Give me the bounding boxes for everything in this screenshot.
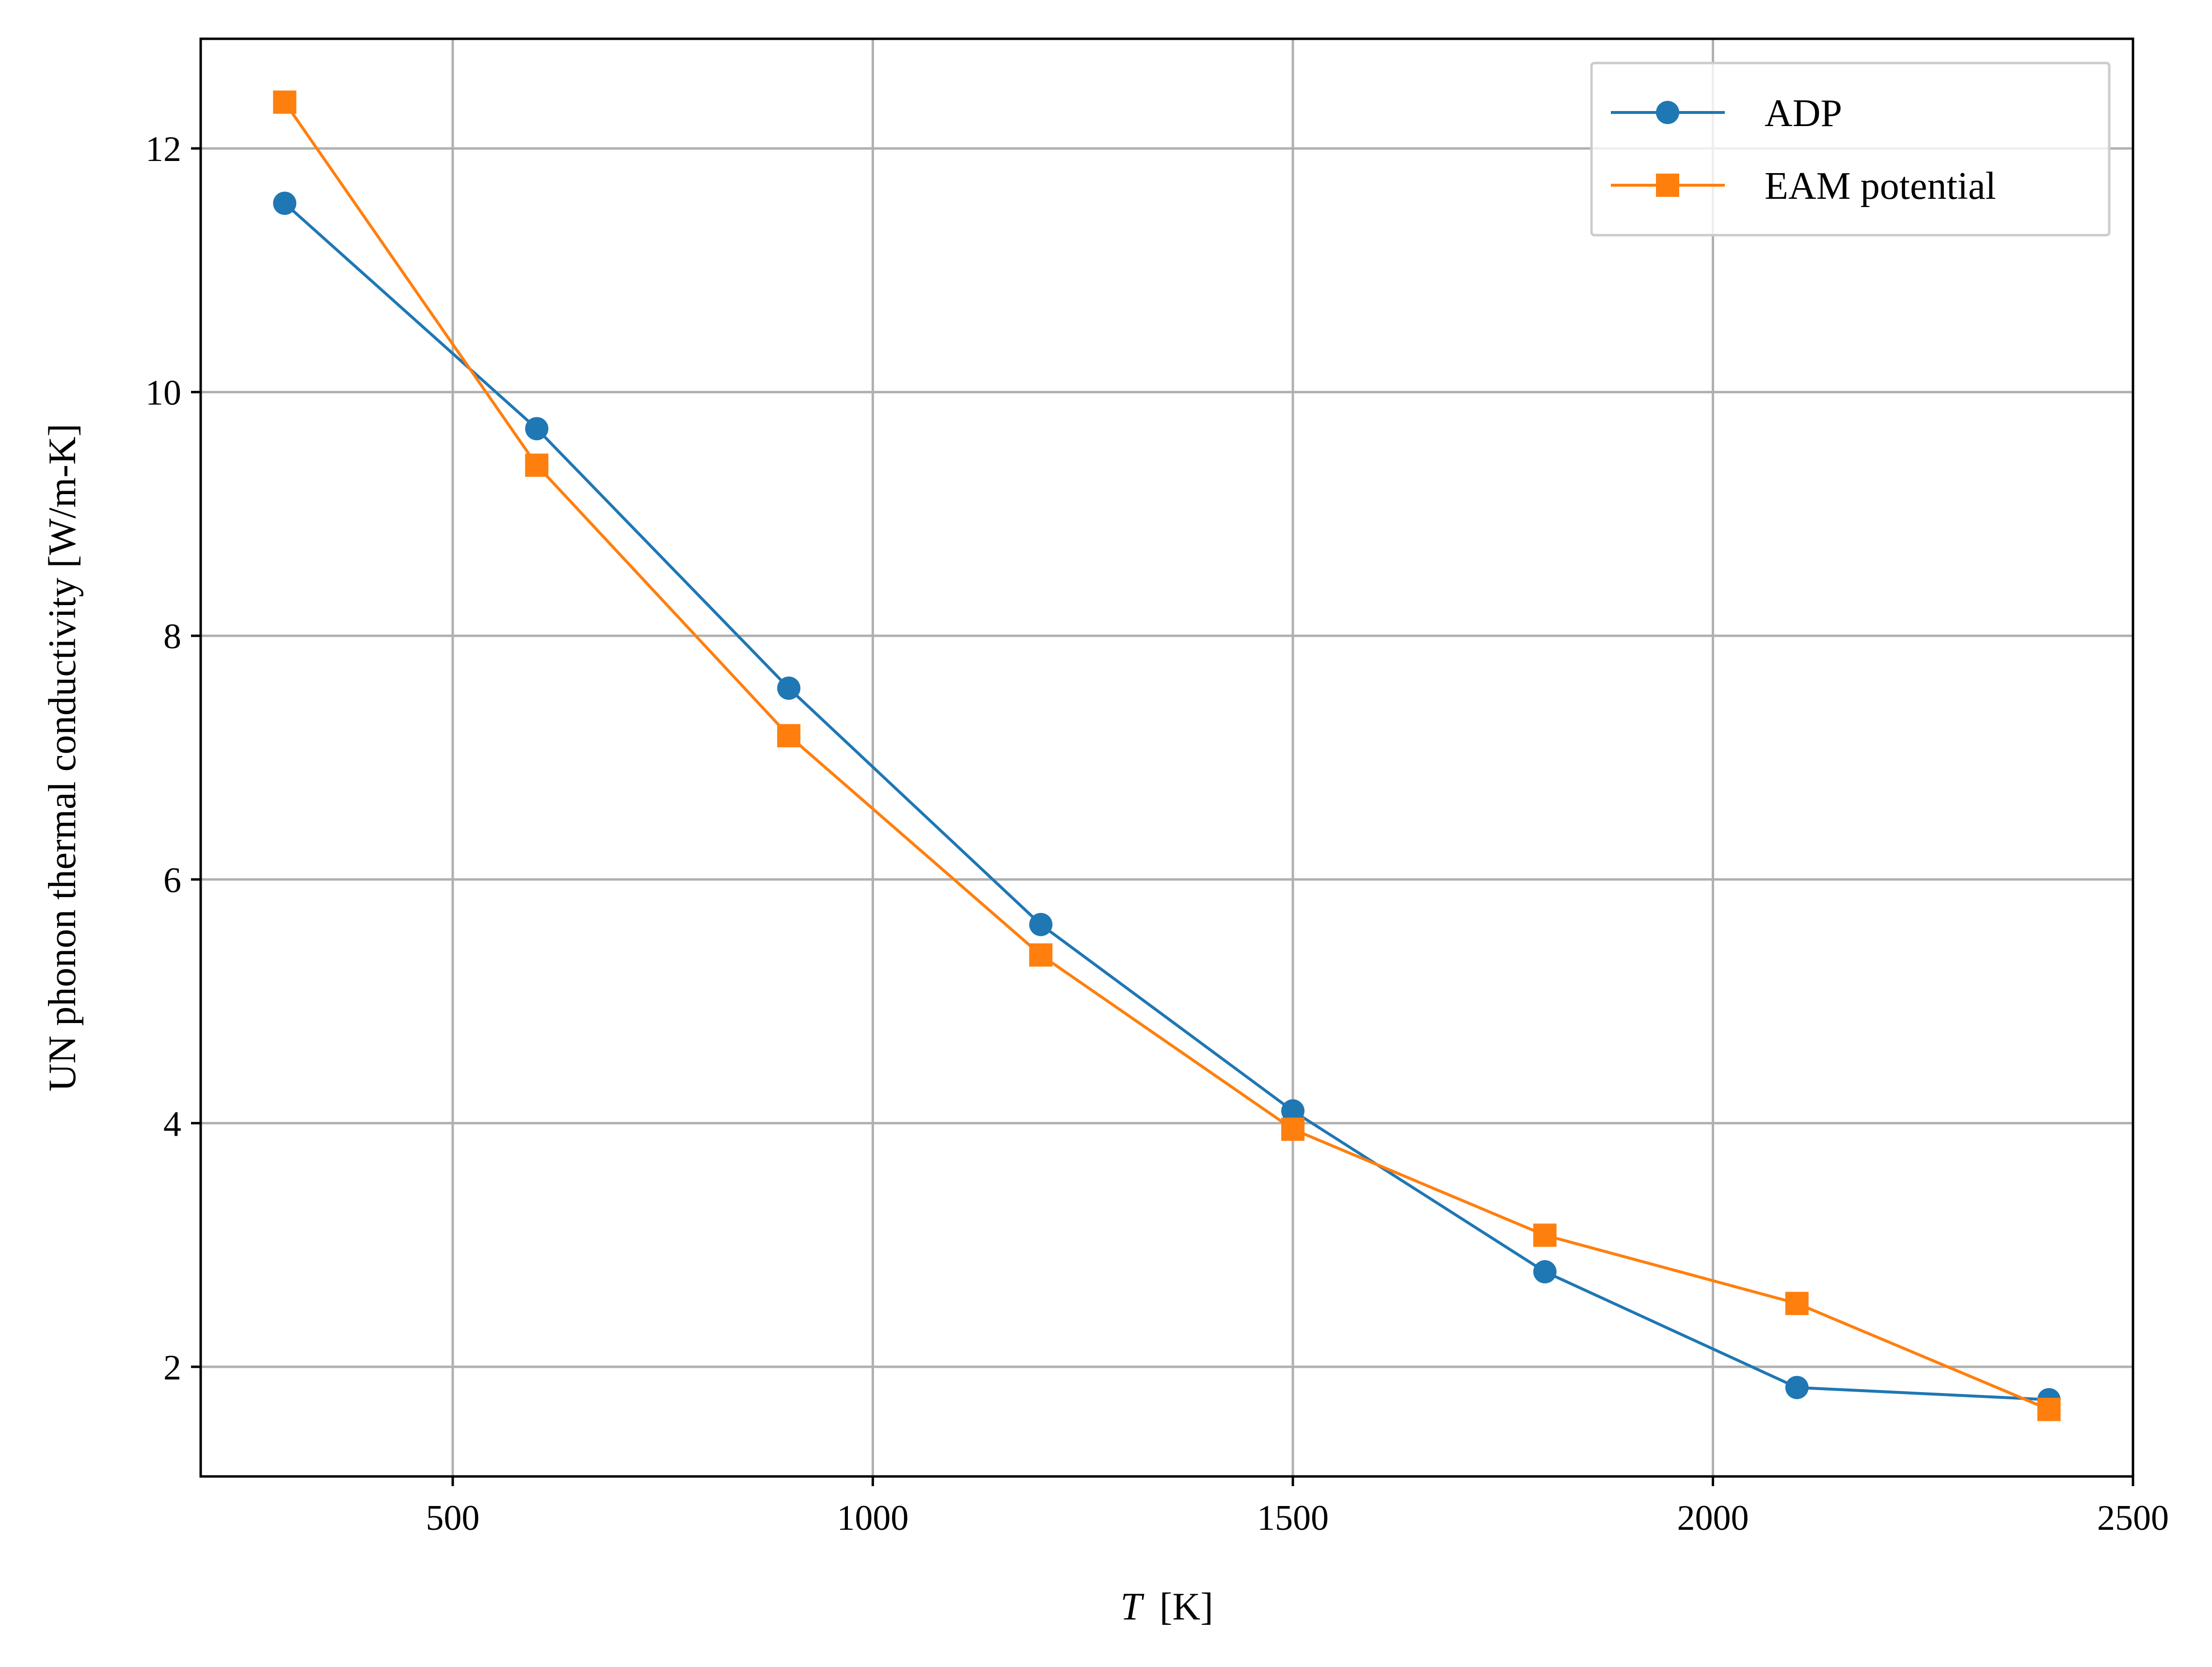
legend-marker: [1656, 174, 1679, 197]
ticks: 500 1000 1500 2000 2500 2 4 6 8 10 12: [145, 129, 2169, 1538]
series-line-adp: [284, 202, 2049, 1401]
legend-entry: EAM potential: [1611, 165, 1996, 208]
y-tick-label: 12: [145, 129, 181, 169]
data-point-eam-potential: [1281, 1117, 1305, 1141]
data-point-adp: [1785, 1376, 1809, 1399]
x-axis-label-variable: T: [1120, 1586, 1145, 1628]
data-point-eam-potential: [1533, 1223, 1557, 1247]
data-point-adp: [273, 192, 297, 215]
series-line-eam-potential: [283, 101, 2050, 1411]
legend-box: [1590, 62, 2111, 237]
y-tick-label: 2: [163, 1348, 181, 1388]
data-point-eam-potential: [2037, 1397, 2061, 1421]
axes-frame: [199, 37, 2134, 1478]
data-point-adp: [1281, 1099, 1305, 1123]
x-tick-label: 1000: [837, 1498, 908, 1538]
data-point-eam-potential: [525, 453, 549, 477]
series-group: [273, 90, 2061, 1421]
x-tick-label: 500: [426, 1498, 479, 1538]
series-eam-potential: [273, 90, 2061, 1421]
data-point-eam-potential: [1029, 943, 1053, 967]
data-point-eam-potential: [1785, 1292, 1809, 1315]
legend-label: ADP: [1765, 92, 1842, 135]
x-axis-label: T [K]: [1120, 1586, 1213, 1628]
data-point-adp: [777, 676, 801, 700]
series-adp: [273, 192, 2061, 1411]
x-tick-label: 2000: [1677, 1498, 1749, 1538]
x-axis-label-unit: [K]: [1160, 1586, 1213, 1628]
x-tick-label: 1500: [1257, 1498, 1329, 1538]
legend-entries: ADP EAM potential: [1611, 92, 1996, 208]
y-tick-label: 4: [163, 1104, 181, 1144]
y-tick-label: 10: [145, 373, 181, 413]
legend-marker: [1656, 101, 1679, 124]
y-tick-label: 6: [163, 861, 181, 900]
data-point-adp: [525, 417, 549, 441]
x-tick-label: 2500: [2097, 1498, 2169, 1538]
legend-entry: ADP: [1611, 92, 1842, 135]
y-axis-label: UN phonon thermal conductivity [W/m-K]: [41, 424, 84, 1091]
legend: ADP EAM potential: [1590, 62, 2111, 237]
data-point-eam-potential: [777, 724, 801, 748]
data-point-eam-potential: [273, 90, 297, 114]
legend-label: EAM potential: [1765, 165, 1996, 208]
y-tick-label: 8: [163, 617, 181, 657]
data-point-adp: [1533, 1260, 1557, 1283]
data-point-adp: [1029, 913, 1053, 936]
